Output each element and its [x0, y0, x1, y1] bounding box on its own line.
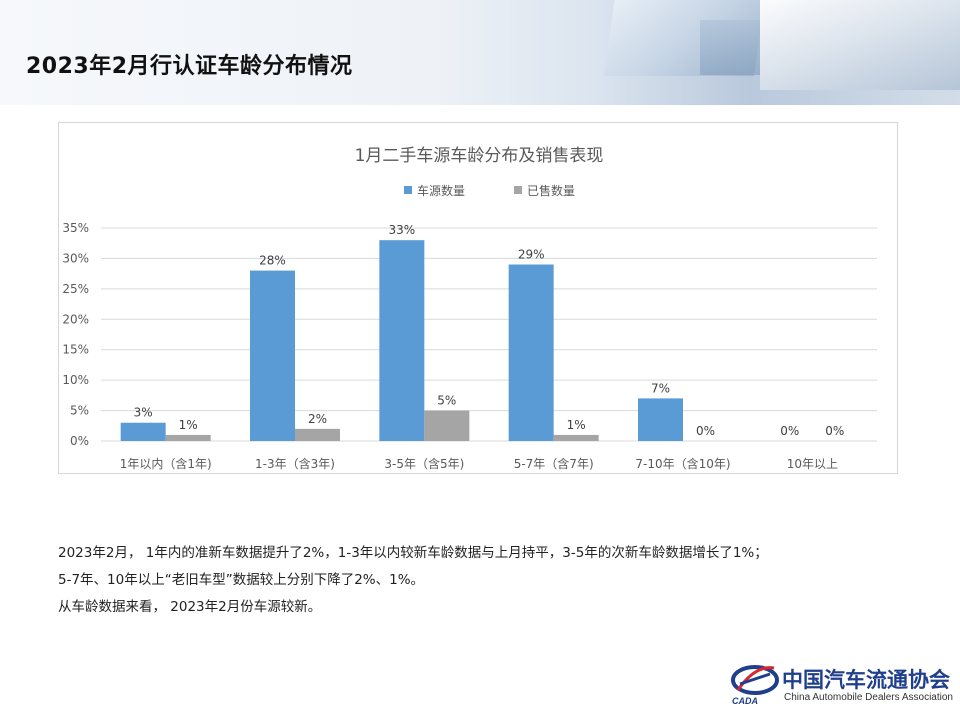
legend-swatch [404, 186, 412, 194]
legend-swatch [514, 186, 522, 194]
y-tick-label: 15% [62, 343, 89, 357]
summary-line: 从车龄数据来看， 2023年2月份车源较新。 [58, 599, 322, 615]
bar-source [120, 422, 166, 441]
logo-name-cn: 中国汽车流通协会 [782, 667, 950, 692]
y-tick-label: 10% [62, 373, 89, 387]
x-tick-label: 7-10年（含10年) [635, 456, 730, 471]
data-label: 1% [567, 418, 586, 432]
y-tick-label: 0% [70, 434, 89, 448]
x-tick-label: 1年以内（含1年) [120, 456, 212, 471]
data-label: 0% [696, 424, 715, 438]
y-tick-label: 5% [70, 404, 89, 418]
summary-line: 2023年2月， 1年内的准新车数据提升了2%，1-3年以内较新车龄数据与上月持… [58, 545, 768, 561]
data-label: 33% [388, 223, 415, 237]
data-label: 0% [825, 424, 844, 438]
summary-line: 5-7年、10年以上“老旧车型”数据较上分别下降了2%、1%。 [58, 572, 425, 588]
x-tick-label: 10年以上 [787, 457, 838, 471]
data-label: 1% [179, 418, 198, 432]
data-label: 29% [518, 248, 545, 262]
data-label: 5% [437, 394, 456, 408]
page-title: 2023年2月行认证车龄分布情况 [26, 54, 353, 79]
association-logo: CADA 中国汽车流通协会 China Automobile Dealers A… [730, 660, 955, 710]
data-label: 7% [651, 381, 670, 395]
data-label: 0% [780, 424, 799, 438]
y-tick-label: 25% [62, 282, 89, 296]
chart-container: 1月二手车源车龄分布及销售表现车源数量 已售数量 0% 5% 10% 15% 20% 25% 3… [58, 122, 898, 474]
chart-title: 1月二手车源车龄分布及销售表现 [355, 146, 604, 166]
legend-label: 已售数量 [527, 183, 575, 198]
data-label: 2% [308, 412, 327, 426]
x-tick-label: 5-7年（含7年) [514, 456, 594, 471]
data-label: 3% [134, 406, 153, 420]
y-tick-label: 30% [62, 251, 89, 265]
data-label: 28% [259, 254, 286, 268]
bar-source [250, 270, 295, 441]
logo-abbreviation: CADA [732, 696, 758, 706]
x-tick-label: 3-5年（含5年) [384, 456, 464, 471]
cada-emblem-icon [731, 665, 779, 695]
bar-source [638, 398, 683, 441]
decorative-cube [760, 0, 960, 90]
x-tick-label: 1-3年（含3年) [255, 456, 335, 471]
summary-text: 2023年2月， 1年内的准新车数据提升了2%，1-3年以内较新车龄数据与上月持… [58, 540, 918, 621]
bar-sold [553, 434, 599, 441]
y-tick-label: 35% [62, 221, 89, 235]
bar-source [379, 240, 425, 441]
bar-sold [424, 410, 470, 441]
y-tick-label: 20% [62, 312, 89, 326]
legend-label: 车源数量 [417, 183, 465, 198]
bar-source [508, 264, 554, 441]
logo-name-en: China Automobile Dealers Association [784, 692, 953, 703]
bar-sold [165, 434, 211, 441]
bar-sold [295, 428, 340, 441]
header-banner: 2023年2月行认证车龄分布情况 [0, 0, 960, 105]
